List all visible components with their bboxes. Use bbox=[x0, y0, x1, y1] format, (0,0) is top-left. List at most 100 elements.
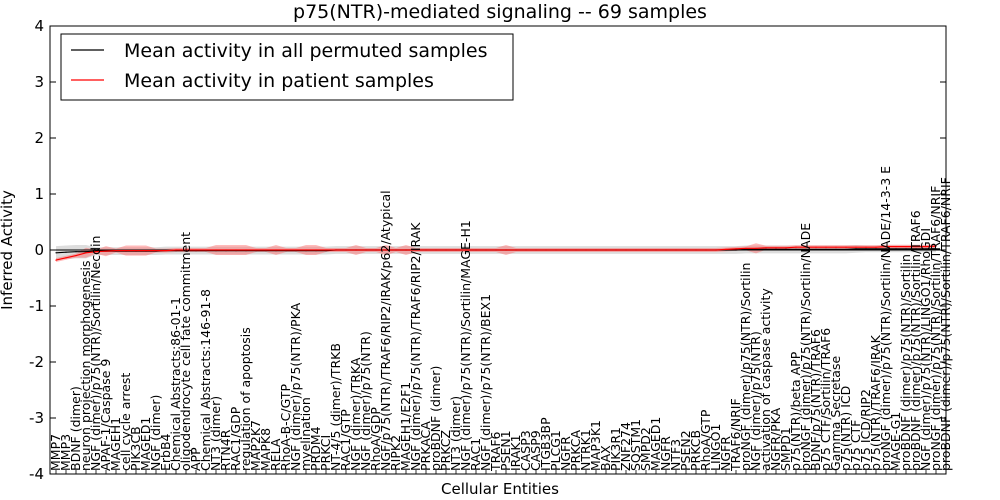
patient-point bbox=[805, 246, 807, 248]
x-tick-label: PSEN2 bbox=[678, 430, 693, 471]
y-axis-label: Inferred Activity bbox=[0, 190, 16, 310]
x-tick-label: proNGF (dimer)/p75(NTR)/Sortilin bbox=[738, 263, 753, 471]
x-tick-label: neuron projection morphogenesis bbox=[78, 260, 93, 471]
y-tick-label: 2 bbox=[34, 129, 44, 147]
patient-point bbox=[535, 249, 537, 251]
permuted-point bbox=[865, 248, 867, 250]
patient-point bbox=[875, 246, 877, 248]
x-tick-label: MMP7 bbox=[48, 434, 63, 471]
patient-point bbox=[675, 249, 677, 251]
y-tick-label: 0 bbox=[34, 241, 44, 259]
x-tick-label: RTN4R bbox=[218, 429, 233, 471]
patient-point bbox=[405, 249, 407, 251]
x-tick-label: NT3 (dimer) bbox=[208, 396, 223, 471]
patient-point bbox=[565, 249, 567, 251]
x-tick-label: RAC1/GTP bbox=[338, 409, 353, 471]
patient-point bbox=[785, 247, 787, 249]
patient-point bbox=[935, 245, 937, 247]
patient-point bbox=[305, 249, 307, 251]
patient-point bbox=[615, 249, 617, 251]
permuted-point bbox=[875, 248, 877, 250]
permuted-point bbox=[775, 248, 777, 250]
x-tick-label: SMPD1 bbox=[778, 427, 793, 471]
patient-point bbox=[215, 249, 217, 251]
patient-point bbox=[265, 249, 267, 251]
patient-point bbox=[455, 249, 457, 251]
chart-title: p75(NTR)-mediated signaling -- 69 sample… bbox=[293, 1, 707, 23]
patient-point bbox=[335, 249, 337, 251]
patient-point bbox=[905, 246, 907, 248]
x-tick-label: MAP2K7 bbox=[248, 420, 263, 471]
permuted-point bbox=[925, 248, 927, 250]
y-axis-ticks: -4 -3 -2 -1 0 1 2 3 4 bbox=[29, 17, 946, 483]
patient-point bbox=[665, 249, 667, 251]
patient-point bbox=[835, 246, 837, 248]
x-tick-label: NGF (dimer)/p75(NTR)/PKA bbox=[288, 302, 303, 471]
patient-point bbox=[645, 249, 647, 251]
legend: Mean activity in all permuted samples Me… bbox=[60, 33, 514, 101]
x-tick-label: Chemical Abstracts:86-01-1 bbox=[168, 297, 183, 471]
x-tick-label: LINGO1 bbox=[708, 424, 723, 471]
x-tick-label: RELA bbox=[268, 438, 283, 471]
patient-point bbox=[205, 249, 207, 251]
x-tick-label: PRKCB bbox=[688, 430, 703, 471]
patient-point bbox=[625, 249, 627, 251]
permuted-point bbox=[835, 248, 837, 250]
x-tick-label: cell cycle arrest bbox=[118, 373, 133, 471]
y-tick-label: 1 bbox=[34, 185, 44, 203]
patient-point bbox=[245, 249, 247, 251]
patient-point bbox=[685, 249, 687, 251]
x-tick-label: p75(NTR) ICD bbox=[838, 386, 853, 471]
x-tick-label: p75 CTF bbox=[848, 420, 863, 471]
y-tick-label: -3 bbox=[29, 409, 44, 427]
x-tick-label: PRDM4 bbox=[308, 426, 323, 471]
x-tick-label: TRAF6/NRIF bbox=[728, 398, 743, 472]
patient-point bbox=[155, 250, 157, 252]
patient-point bbox=[295, 249, 297, 251]
x-tick-label: SQSTM1 bbox=[628, 419, 643, 471]
patient-point bbox=[275, 249, 277, 251]
patient-point bbox=[435, 249, 437, 251]
patient-point bbox=[545, 249, 547, 251]
patient-point bbox=[65, 257, 67, 259]
x-tick-label: PIK3CB bbox=[128, 426, 143, 471]
x-tick-label: NT3 (dimer) bbox=[448, 396, 463, 471]
x-tick-label: p75(NTR)/beta APP bbox=[788, 351, 803, 471]
x-tick-label: APAF-1/Caspase 9 bbox=[98, 359, 113, 471]
x-tick-label: ZNF274 bbox=[618, 422, 633, 471]
x-tick-label: ErbB4 bbox=[158, 433, 173, 471]
x-tick-label: MAGE-G1 bbox=[888, 412, 903, 471]
patient-point bbox=[635, 249, 637, 251]
patient-point bbox=[235, 249, 237, 251]
x-tick-label: MMP3 bbox=[58, 434, 73, 471]
x-tick-label: p75(NTR)/TRAF6/IRAK bbox=[868, 334, 883, 471]
x-tick-label: PRKACA bbox=[418, 421, 433, 471]
patient-point bbox=[855, 246, 857, 248]
patient-point bbox=[845, 246, 847, 248]
patient-point bbox=[385, 249, 387, 251]
patient-point bbox=[195, 249, 197, 251]
x-tick-label: PRKCI bbox=[318, 435, 333, 471]
x-axis-label: Cellular Entities bbox=[441, 480, 559, 498]
x-tick-label: proBDNF (dimer) bbox=[428, 366, 443, 471]
x-tick-label: SMPD2 bbox=[638, 427, 653, 471]
patient-point bbox=[395, 249, 397, 251]
permuted-point bbox=[65, 251, 67, 253]
patient-point bbox=[775, 247, 777, 249]
permuted-point bbox=[785, 248, 787, 250]
x-tick-label: NGF (dimer)/p75(NTR)/TRAF6/RIP2/IRAK bbox=[408, 222, 423, 471]
series-lines bbox=[55, 245, 937, 261]
permuted-point bbox=[855, 248, 857, 250]
patient-point bbox=[495, 249, 497, 251]
permuted-point bbox=[815, 248, 817, 250]
x-tick-label: CASP3 bbox=[518, 430, 533, 471]
x-tick-label: RhoA/GDP bbox=[368, 407, 383, 471]
y-tick-label: -1 bbox=[29, 297, 44, 315]
x-tick-label: proNGF (dimer)/p75(NTR)/Sortilin/NADE/14… bbox=[878, 166, 893, 471]
x-tick-label: proBDNF (dimer)/p75(NTR)/Sortilin/TRAF6/… bbox=[938, 177, 953, 471]
patient-point bbox=[515, 249, 517, 251]
x-tick-label: PSEN1 bbox=[498, 430, 513, 471]
